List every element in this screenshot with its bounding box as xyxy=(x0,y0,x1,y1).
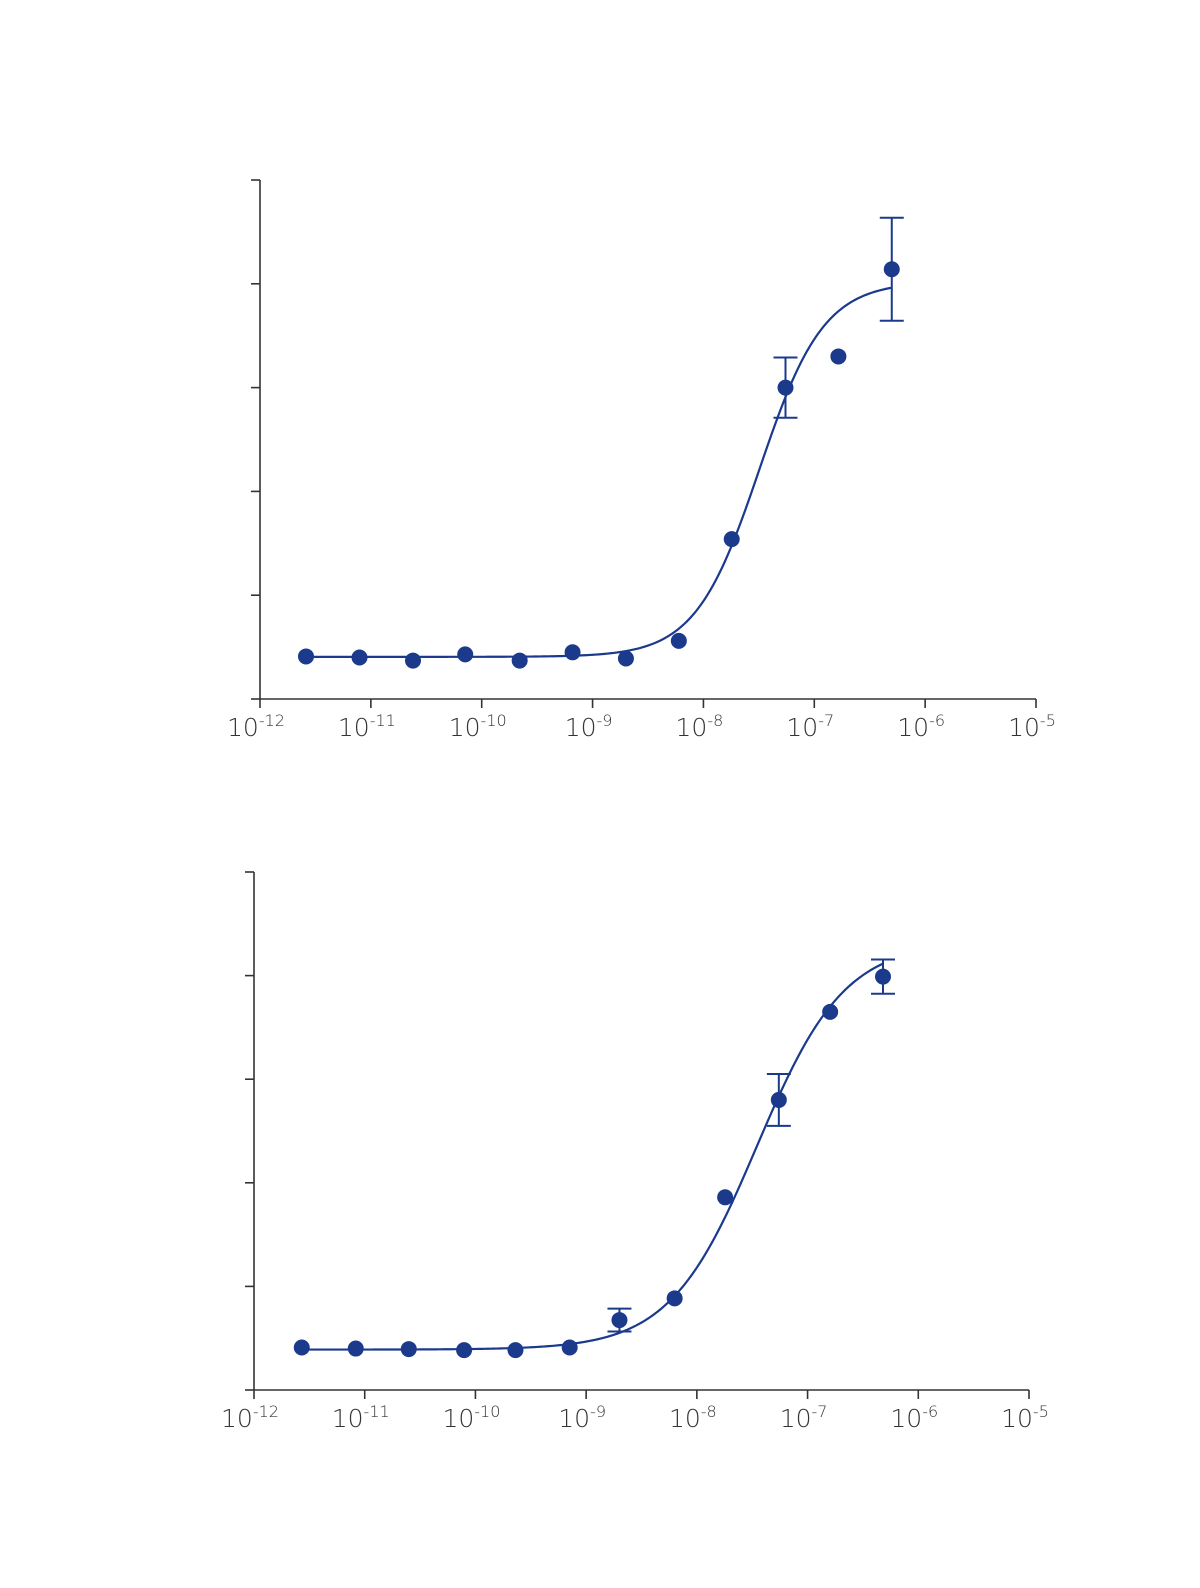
data-point xyxy=(564,644,581,661)
x-tick-exponent: -5 xyxy=(1033,1402,1049,1421)
chart-prlr-jak1: 10-12 10-11 10-10 10-9 10-8 10-7 10-6 10-5 xyxy=(221,871,1049,1433)
x-tick-label: 10-7 xyxy=(780,1402,828,1433)
data-point xyxy=(830,348,847,365)
x-tick-exponent: -7 xyxy=(812,1402,828,1421)
fit-curve xyxy=(306,286,892,658)
x-tick-exponent: -12 xyxy=(259,711,285,730)
x-tick-label: 10-12 xyxy=(227,711,285,742)
x-tick-base: 10 xyxy=(332,1404,364,1433)
x-tick-exponent: -10 xyxy=(474,1402,500,1421)
x-tick-exponent: -6 xyxy=(922,1402,938,1421)
x-tick-label: 10-10 xyxy=(442,1402,500,1433)
x-tick-base: 10 xyxy=(558,1404,590,1433)
data-point xyxy=(874,968,891,985)
data-point xyxy=(717,1189,734,1206)
x-tick-label: 10-6 xyxy=(890,1402,938,1433)
data-point xyxy=(883,261,900,278)
x-tick-base: 10 xyxy=(221,1404,253,1433)
x-tick-label: 10-11 xyxy=(332,1402,390,1433)
x-tick-base: 10 xyxy=(1001,1404,1033,1433)
x-tick-base: 10 xyxy=(442,1404,474,1433)
data-point xyxy=(617,650,634,667)
data-point xyxy=(777,379,794,396)
x-tick-exponent: -5 xyxy=(1040,711,1056,730)
x-tick-exponent: -9 xyxy=(597,711,613,730)
chart-trka: 10-12 10-11 10-10 10-9 10-8 10-7 10-6 10-5 xyxy=(227,179,1056,742)
x-tick-exponent: -11 xyxy=(364,1402,390,1421)
x-tick-base: 10 xyxy=(338,713,370,742)
fit-curve xyxy=(301,962,884,1351)
data-point xyxy=(457,646,474,663)
x-tick-base: 10 xyxy=(227,713,259,742)
x-tick-exponent: -11 xyxy=(370,711,396,730)
x-tick-label: 10-5 xyxy=(1008,711,1056,742)
x-tick-exponent: -8 xyxy=(707,711,723,730)
x-tick-base: 10 xyxy=(449,713,481,742)
x-tick-base: 10 xyxy=(669,1404,701,1433)
x-tick-exponent: -9 xyxy=(590,1402,606,1421)
x-tick-label: 10-5 xyxy=(1001,1402,1049,1433)
data-point xyxy=(298,648,315,665)
x-tick-base: 10 xyxy=(565,713,597,742)
x-tick-base: 10 xyxy=(897,713,929,742)
x-tick-base: 10 xyxy=(676,713,708,742)
data-point xyxy=(347,1340,364,1357)
x-tick-base: 10 xyxy=(780,1404,812,1433)
data-point xyxy=(456,1342,473,1359)
x-tick-base: 10 xyxy=(890,1404,922,1433)
data-point xyxy=(670,632,687,649)
x-tick-exponent: -12 xyxy=(253,1402,279,1421)
x-tick-label: 10-11 xyxy=(338,711,396,742)
x-tick-label: 10-6 xyxy=(897,711,945,742)
data-point xyxy=(400,1341,417,1358)
x-tick-label: 10-9 xyxy=(565,711,613,742)
x-tick-label: 10-8 xyxy=(676,711,724,742)
data-point xyxy=(351,649,368,666)
x-tick-label: 10-7 xyxy=(786,711,834,742)
data-point xyxy=(723,531,740,548)
x-tick-exponent: -6 xyxy=(929,711,945,730)
data-point xyxy=(770,1091,787,1108)
data-point xyxy=(822,1003,839,1020)
x-tick-label: 10-12 xyxy=(221,1402,279,1433)
data-point xyxy=(405,652,422,669)
x-tick-label: 10-9 xyxy=(558,1402,606,1433)
x-tick-base: 10 xyxy=(1008,713,1040,742)
data-point xyxy=(293,1339,310,1356)
data-point xyxy=(511,652,528,669)
x-tick-label: 10-10 xyxy=(449,711,507,742)
x-tick-exponent: -8 xyxy=(701,1402,717,1421)
data-point xyxy=(611,1312,628,1329)
data-point xyxy=(561,1339,578,1356)
x-tick-exponent: -10 xyxy=(481,711,507,730)
x-tick-exponent: -7 xyxy=(818,711,834,730)
data-point xyxy=(507,1342,524,1359)
x-tick-base: 10 xyxy=(786,713,818,742)
x-tick-label: 10-8 xyxy=(669,1402,717,1433)
data-point xyxy=(666,1290,683,1307)
